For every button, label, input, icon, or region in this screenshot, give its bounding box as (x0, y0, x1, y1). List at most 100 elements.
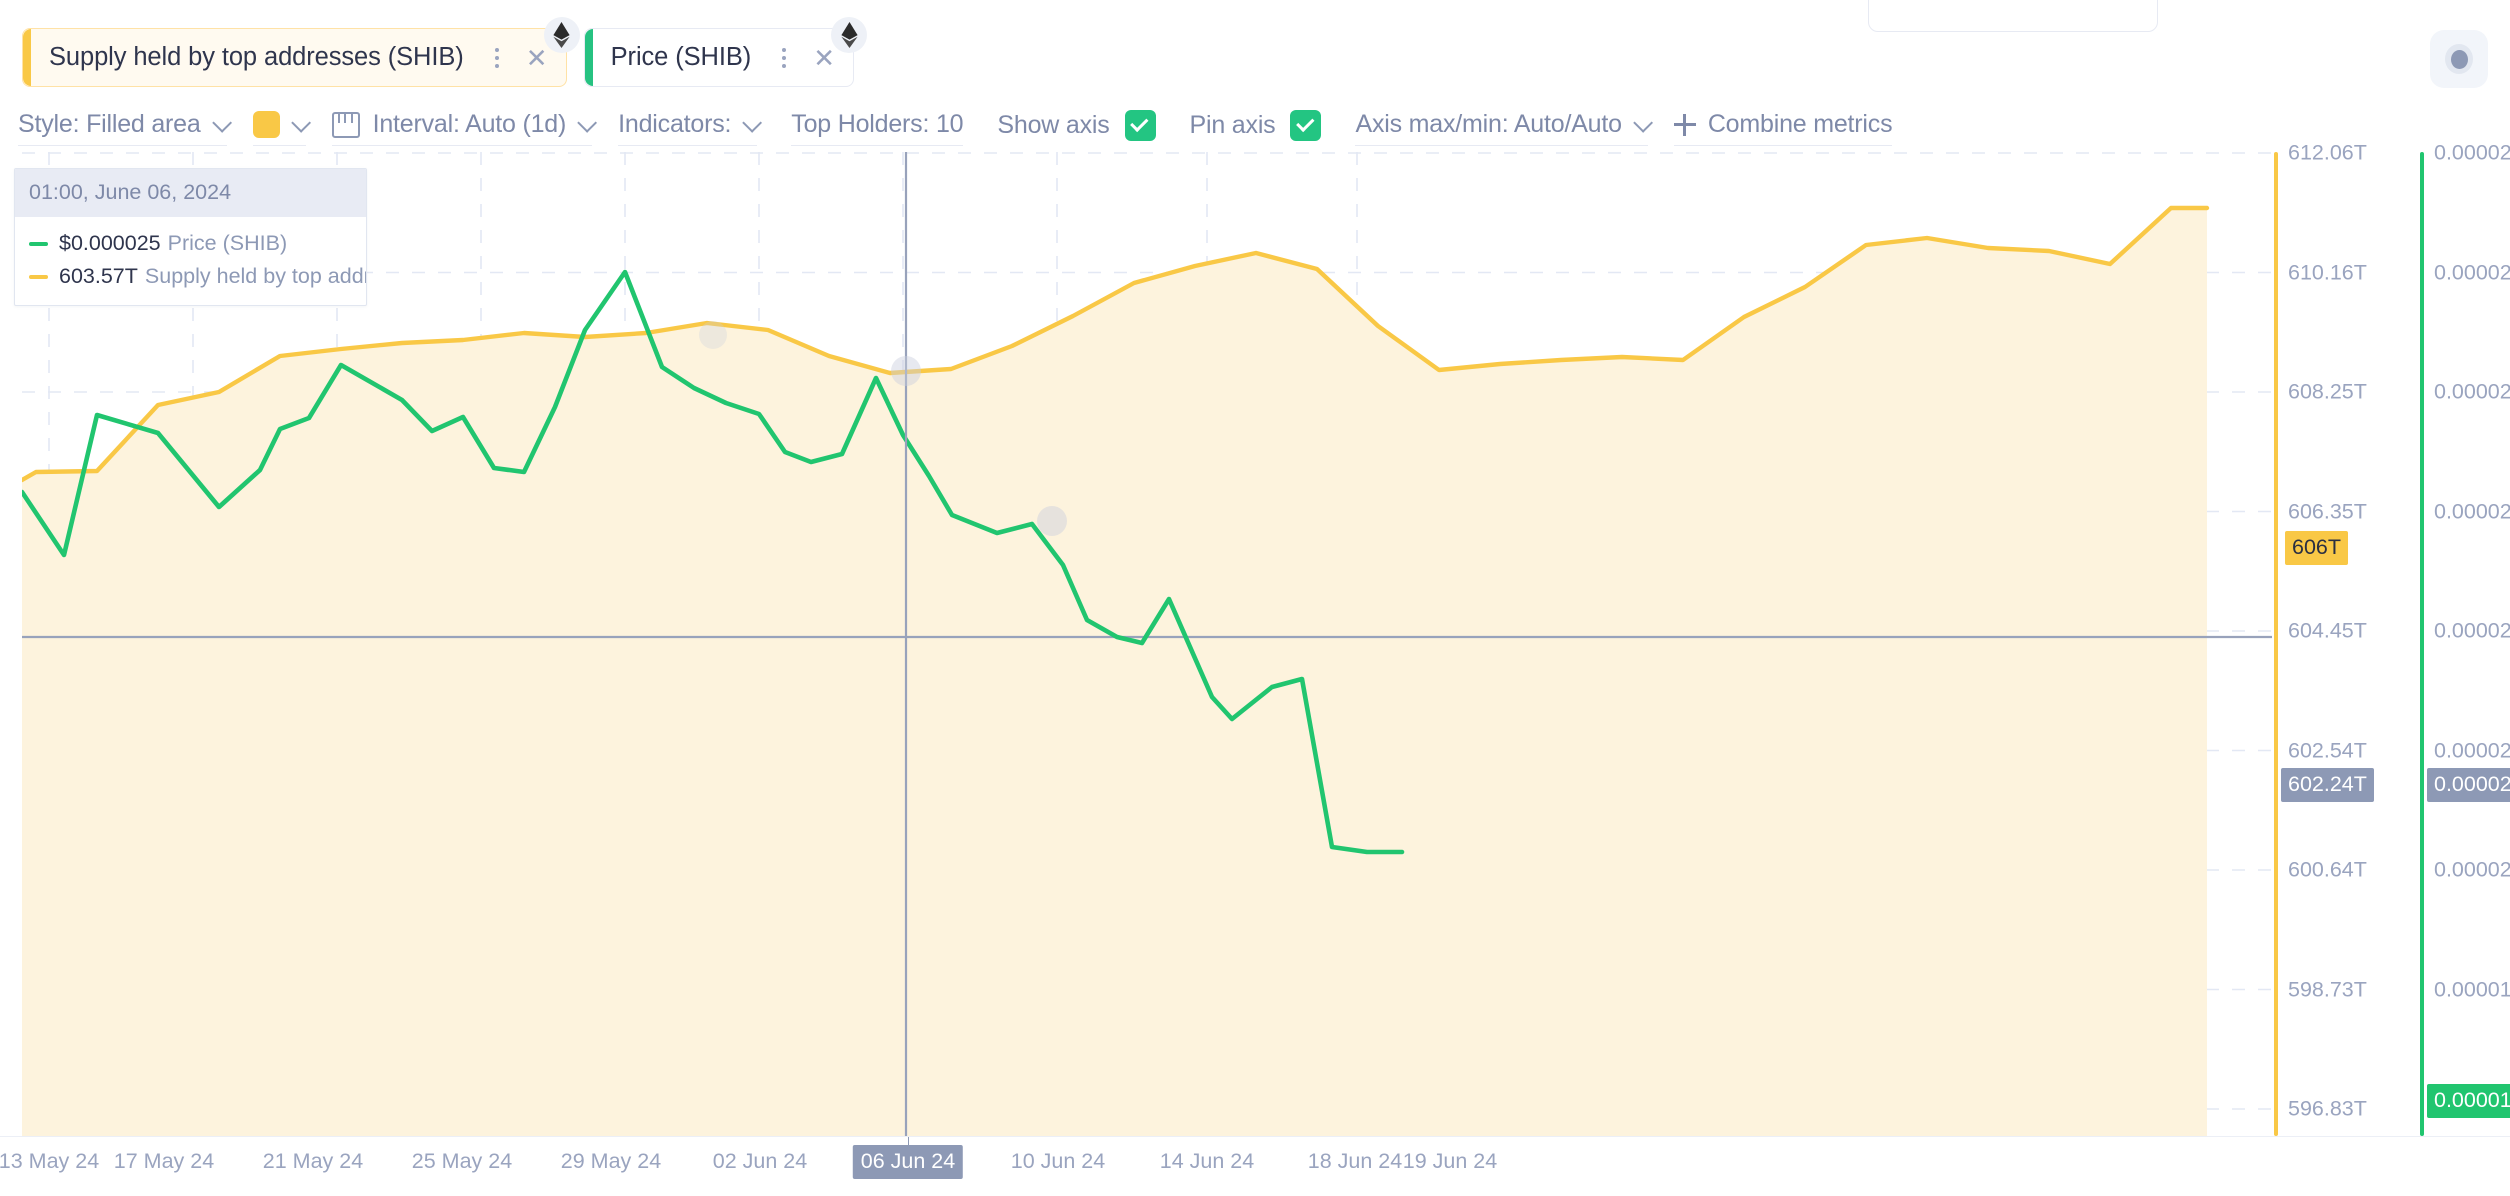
price-last-value-badge: 0.000018 (2427, 1084, 2510, 1118)
price-cursor-value-badge: 0.000021 (2427, 768, 2510, 802)
tooltip-value: $0.000025 (59, 231, 161, 255)
cursor-data-point-supply (891, 356, 921, 386)
close-icon[interactable]: ✕ (525, 42, 548, 73)
x-axis-tick: 10 Jun 24 (1010, 1149, 1106, 1173)
style-dropdown[interactable]: Style: Filled area (18, 104, 232, 146)
axis-tick-label: 602.54T (2288, 738, 2367, 763)
x-axis-cursor-tick-line (908, 1137, 909, 1150)
axis-minmax-dropdown[interactable]: Axis max/min: Auto/Auto (1355, 104, 1653, 146)
hover-marker (699, 321, 727, 349)
top-partial-panel (1868, 0, 2158, 32)
cursor-data-point-price (1037, 506, 1067, 536)
checkbox-checked-icon[interactable] (1290, 109, 1322, 141)
tooltip-row-price: $0.000025 Price (SHIB) (29, 231, 352, 256)
interval-ruler-icon (331, 111, 360, 138)
price-axis[interactable]: 0.000028 0.000027 0.000025 0.000024 0.00… (2420, 141, 2510, 1136)
metric-tab-supply-held-by-top-addresses[interactable]: Supply held by top addresses (SHIB) ✕ (22, 17, 580, 87)
tooltip-timestamp: 01:00, June 06, 2024 (15, 169, 366, 217)
style-dropdown-label: Style: Filled area (18, 110, 201, 138)
price-line (22, 269, 1405, 855)
legend-dash-icon (29, 241, 48, 246)
indicators-dropdown[interactable]: Indicators: (618, 104, 763, 146)
metric-tabs: Supply held by top addresses (SHIB) ✕ Pr… (22, 17, 871, 87)
tooltip-rows: $0.000025 Price (SHIB) 603.57T Supply he… (15, 217, 366, 305)
show-axis-label: Show axis (997, 110, 1110, 139)
chart-toolbar: Style: Filled area Interval: Auto (1d) I… (18, 104, 1893, 146)
axis-tick-label: 598.73T (2288, 977, 2367, 1002)
color-swatch (252, 111, 280, 138)
camera-record-icon (2445, 44, 2473, 74)
camera-record-icon-button[interactable] (2430, 30, 2488, 88)
axis-minmax-label: Axis max/min: Auto/Auto (1355, 110, 1622, 138)
axis-tick-label: 612.06T (2288, 140, 2367, 165)
color-dropdown[interactable] (252, 104, 311, 146)
x-axis-tick: 17 May 24 (113, 1149, 215, 1173)
interval-dropdown-label: Interval: Auto (1d) (372, 110, 567, 138)
ethereum-icon (831, 17, 868, 53)
axis-tick-label: 0.000019 (2434, 977, 2510, 1002)
metric-tab-price[interactable]: Price (SHIB) ✕ (583, 17, 868, 87)
chevron-down-icon (1633, 112, 1653, 133)
axis-tick-label: 596.83T (2288, 1096, 2367, 1121)
supply-axis[interactable]: 612.06T 610.16T 608.25T 606.35T 604.45T … (2274, 141, 2374, 1136)
legend-dash-icon (29, 274, 48, 279)
chart-svg (22, 152, 2272, 1136)
pin-axis-toggle[interactable]: Pin axis (1190, 104, 1322, 146)
axis-tick-label: 608.25T (2288, 379, 2367, 404)
tooltip-row-supply: 603.57T Supply held by top addresses (SH… (29, 264, 366, 289)
x-axis-tick: 14 Jun 24 (1159, 1149, 1255, 1173)
axis-tick-label: 604.45T (2288, 618, 2367, 643)
supply-area-fill (22, 208, 2207, 1136)
chart-tooltip: 01:00, June 06, 2024 $0.000025 Price (SH… (14, 168, 367, 306)
top-holders-selector[interactable]: Top Holders: 10 (791, 104, 964, 146)
axis-tick-label: 0.000022 (2434, 738, 2510, 763)
metric-tab-label: Supply held by top addresses (SHIB) (49, 43, 464, 71)
x-axis-tick: 18 Jun 24 (1307, 1149, 1403, 1173)
plus-icon (1673, 113, 1696, 136)
axis-tick-label: 606.35T (2288, 499, 2367, 524)
x-axis-tick-active: 06 Jun 24 (852, 1145, 964, 1179)
price-axis-line (2420, 152, 2424, 1136)
combine-metrics-label: Combine metrics (1707, 110, 1893, 138)
tab-accent-bar-supply (23, 29, 31, 86)
interval-dropdown[interactable]: Interval: Auto (1d) (331, 104, 598, 146)
axis-tick-label: 0.000025 (2434, 379, 2510, 404)
top-holders-label: Top Holders: 10 (791, 110, 964, 138)
tooltip-series-name: Price (SHIB) (167, 231, 288, 255)
chevron-down-icon (577, 112, 598, 133)
supply-line (22, 205, 2210, 483)
axis-tick-label: 0.000027 (2434, 260, 2510, 285)
x-axis-tick: 19 Jun 24 (1402, 1149, 1498, 1173)
axis-tick-label: 0.000024 (2434, 499, 2510, 524)
chevron-down-icon (290, 112, 311, 133)
tooltip-series-name: Supply held by top addresses (SHIB) (144, 264, 367, 288)
kebab-menu-icon[interactable] (482, 41, 512, 75)
supply-cursor-value-badge: 602.24T (2281, 768, 2374, 802)
pin-axis-label: Pin axis (1189, 110, 1276, 139)
axis-tick-label: 610.16T (2288, 260, 2367, 285)
x-axis-tick: 13 May 24 (0, 1149, 100, 1173)
supply-last-value-badge: 606T (2285, 531, 2349, 565)
ethereum-icon (543, 17, 580, 53)
x-axis[interactable]: 13 May 24 17 May 24 21 May 24 25 May 24 … (0, 1136, 2510, 1196)
supply-axis-line (2274, 152, 2278, 1136)
indicators-dropdown-label: Indicators: (618, 110, 732, 138)
metric-tab-label: Price (SHIB) (610, 43, 752, 71)
combine-metrics-button[interactable]: Combine metrics (1673, 104, 1893, 146)
axis-tick-label: 600.64T (2288, 857, 2367, 882)
close-icon[interactable]: ✕ (813, 42, 836, 73)
chart-canvas (22, 152, 2272, 1136)
axis-tick-label: 0.000023 (2434, 618, 2510, 643)
tab-accent-bar-price (584, 29, 593, 86)
x-axis-tick: 29 May 24 (560, 1149, 662, 1173)
tooltip-value: 603.57T (59, 264, 138, 288)
chevron-down-icon (211, 112, 232, 133)
checkbox-checked-icon[interactable] (1124, 109, 1156, 141)
kebab-menu-icon[interactable] (769, 41, 799, 75)
x-axis-tick: 25 May 24 (411, 1149, 513, 1173)
chevron-down-icon (742, 112, 763, 133)
x-axis-tick: 21 May 24 (262, 1149, 364, 1173)
axis-tick-label: 0.00002 (2434, 857, 2510, 882)
axis-tick-label: 0.000028 (2434, 140, 2510, 165)
show-axis-toggle[interactable]: Show axis (997, 104, 1156, 146)
